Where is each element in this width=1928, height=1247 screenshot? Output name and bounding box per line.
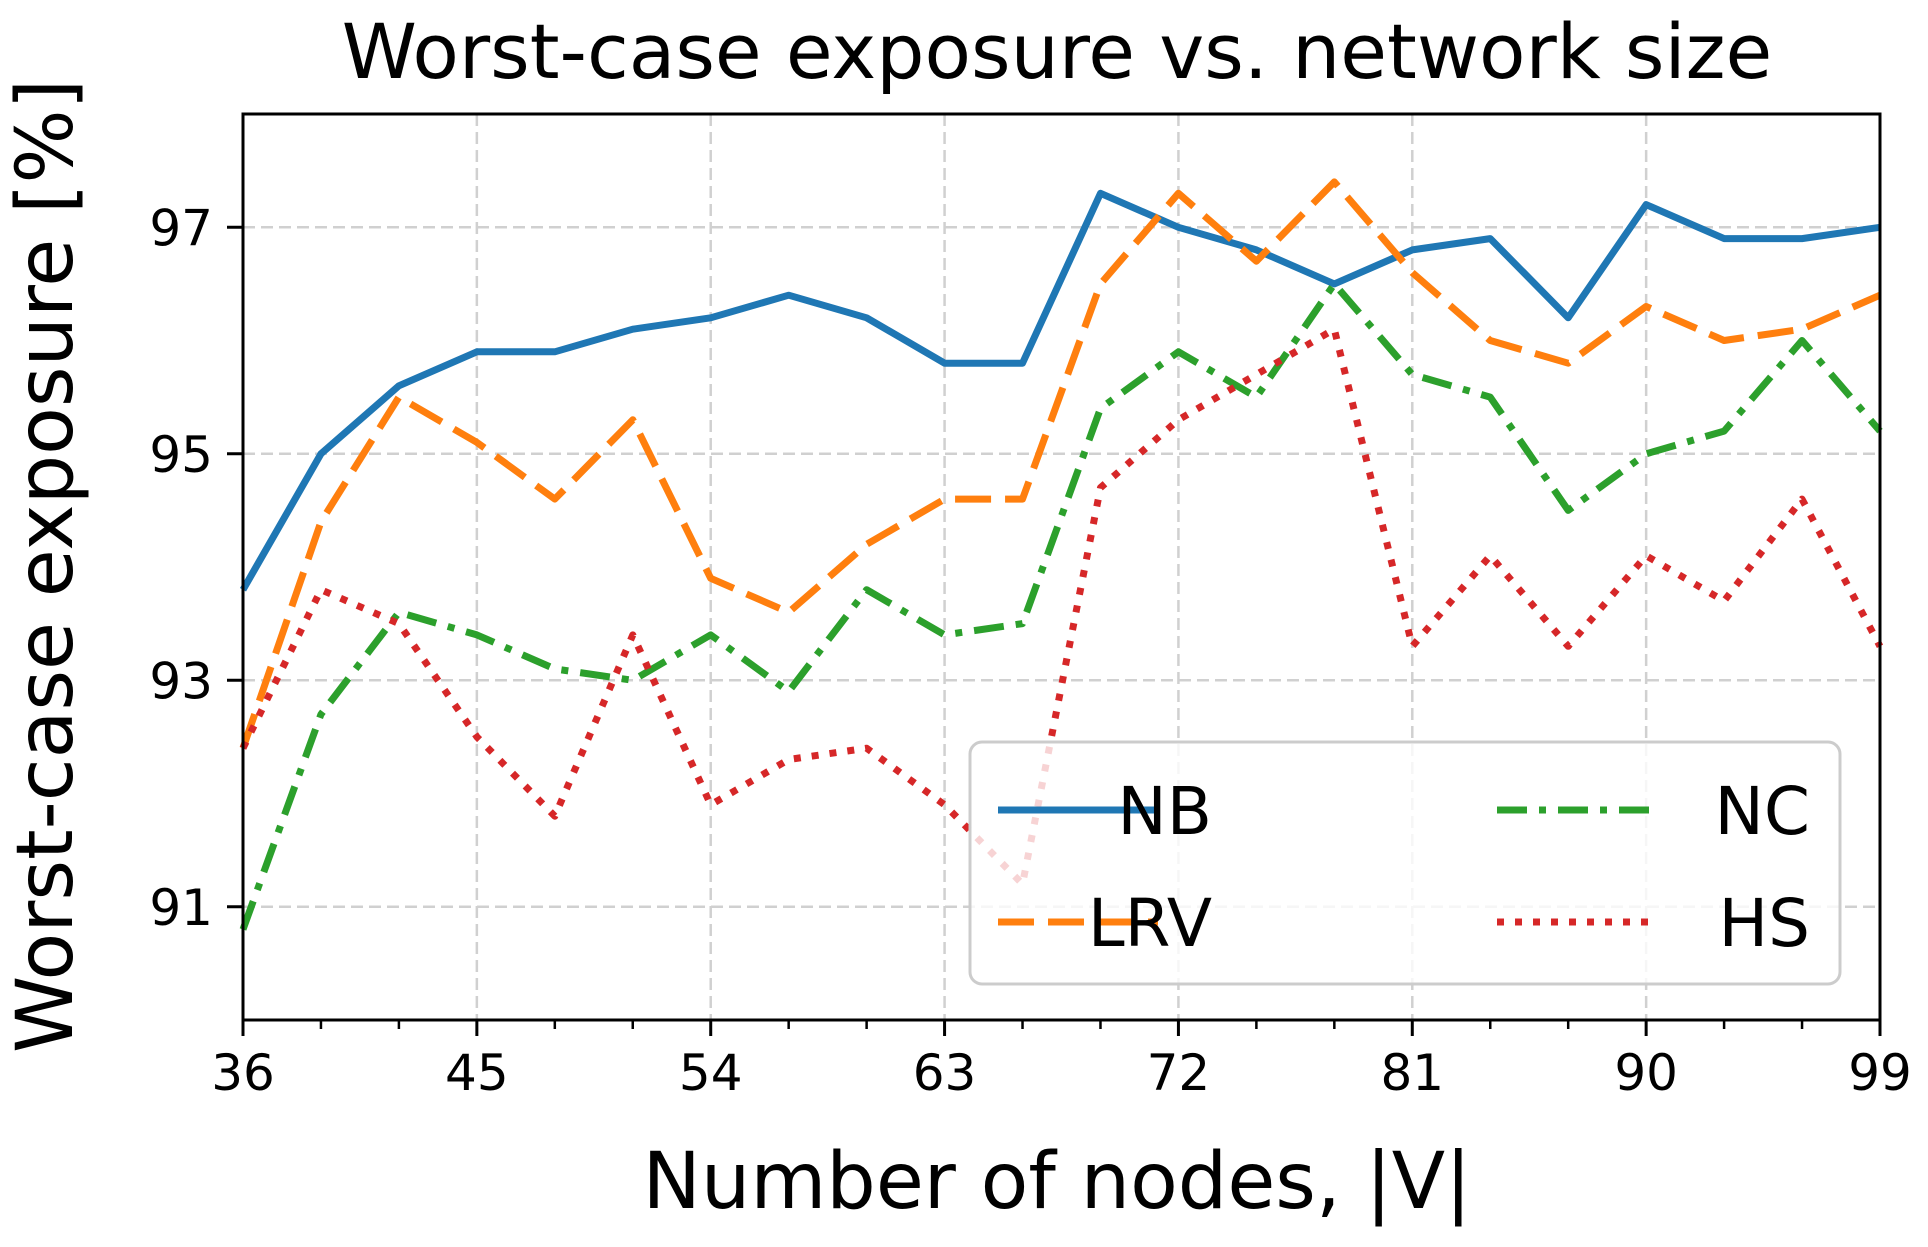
legend-label-nb: NB xyxy=(1117,773,1212,850)
series-line-nc xyxy=(239,280,1883,931)
x-tick-label: 90 xyxy=(1614,1044,1678,1102)
legend-label-nc: NC xyxy=(1715,773,1810,850)
x-tick-label: 54 xyxy=(679,1044,743,1102)
legend-box xyxy=(968,740,1842,986)
plot-frame xyxy=(241,112,1882,1022)
y-tick-label: 95 xyxy=(149,426,213,484)
axis-ticks: 36 45 54 63 72 81 90 99 91 93 95 97 xyxy=(149,199,1911,1102)
series-line-hs xyxy=(239,325,1884,888)
y-axis-label: Worst-case exposure [%] xyxy=(1,79,91,1053)
x-tick-label: 81 xyxy=(1380,1044,1444,1102)
x-axis-label: Number of nodes, |V| xyxy=(643,1137,1472,1227)
y-tick-label: 93 xyxy=(149,652,213,710)
x-tick-label: 45 xyxy=(445,1044,509,1102)
series-lines xyxy=(239,178,1884,931)
legend-label-hs: HS xyxy=(1718,885,1810,962)
y-tick-label: 97 xyxy=(149,199,213,257)
series-line-nb xyxy=(239,189,1881,592)
x-tick-label: 36 xyxy=(211,1044,275,1102)
x-tick-label: 63 xyxy=(913,1044,977,1102)
series-line-lrv xyxy=(239,178,1882,750)
legend: NB LRV NC HS xyxy=(968,740,1842,986)
x-tick-label: 99 xyxy=(1848,1044,1912,1102)
x-tick-label: 72 xyxy=(1147,1044,1211,1102)
legend-label-lrv: LRV xyxy=(1088,885,1212,962)
y-tick-label: 91 xyxy=(149,879,213,937)
chart-title: Worst-case exposure vs. network size xyxy=(342,7,1773,96)
